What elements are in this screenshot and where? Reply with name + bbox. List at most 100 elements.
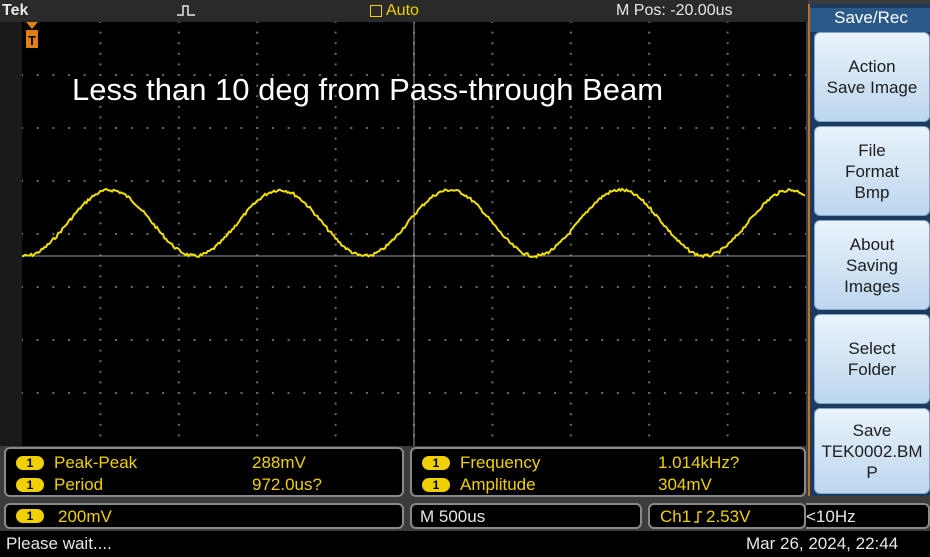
grid-dot (99, 254, 102, 257)
grid-dot (648, 370, 651, 373)
grid-dot (475, 127, 478, 129)
grid-dot (193, 74, 196, 76)
grid-dot (805, 339, 806, 341)
grid-dot (491, 180, 494, 182)
about-saving-images-button[interactable]: About Saving Images (814, 220, 930, 310)
volts-per-div: 200mV (58, 507, 112, 526)
grid-dot (569, 307, 572, 310)
button-line: File (858, 140, 886, 160)
grid-dot (22, 392, 23, 394)
grid-dot (695, 180, 698, 182)
select-folder-button[interactable]: Select Folder (814, 314, 930, 404)
grid-dot (726, 169, 729, 172)
grid-dot (569, 158, 572, 161)
grid-dot (193, 339, 196, 341)
file-format-button[interactable]: File Format Bmp (814, 126, 930, 216)
grid-dot (428, 339, 431, 341)
grid-dot (209, 392, 212, 394)
grid-dot (177, 31, 180, 34)
grid-dot (240, 233, 243, 235)
grid-dot (569, 201, 572, 204)
channel-1-badge: 1 (16, 478, 44, 492)
grid-dot (491, 127, 494, 129)
channel-1-badge: 1 (422, 478, 450, 492)
button-line: Save Image (826, 78, 918, 97)
grid-dot (177, 370, 180, 373)
grid-dot (334, 22, 337, 23)
grid-dot (256, 413, 259, 416)
button-line: Format (845, 161, 899, 181)
grid-dot (569, 381, 572, 384)
grid-dot (569, 339, 572, 341)
grid-dot (99, 116, 102, 119)
timebase-settings[interactable]: M 500us (410, 503, 642, 529)
grid-dot (256, 328, 259, 331)
grid-dot (648, 328, 651, 331)
grid-dot (334, 413, 337, 416)
grid-dot (428, 74, 431, 76)
grid-dot (757, 233, 760, 235)
grid-dot (554, 233, 557, 235)
grid-dot (52, 127, 55, 129)
grid-dot (334, 307, 337, 310)
grid-dot (507, 233, 510, 235)
grid-dot (256, 233, 259, 235)
grid-dot (303, 74, 306, 76)
grid-dot (789, 233, 792, 235)
grid-dot (585, 180, 588, 182)
grid-dot (726, 370, 729, 373)
grid-dot (162, 392, 165, 394)
grid-dot (303, 180, 306, 182)
grid-dot (99, 180, 102, 182)
grid-dot (648, 381, 651, 384)
grid-dot (726, 434, 729, 437)
grid-dot (805, 180, 806, 182)
grid-dot (648, 307, 651, 310)
grid-dot (569, 74, 572, 76)
grid-dot (522, 339, 525, 341)
grid-dot (663, 392, 666, 394)
action-save-image-button[interactable]: Action Save Image (814, 32, 930, 122)
grid-dot (146, 286, 149, 288)
grid-dot (209, 339, 212, 341)
grid-dot (632, 127, 635, 129)
trigger-settings[interactable]: Ch1 2.53V (648, 503, 806, 529)
grid-dot (334, 233, 337, 235)
grid-dot (444, 233, 447, 235)
grid-dot (632, 233, 635, 235)
grid-dot (365, 286, 368, 288)
measurement-panel-right: 1 Frequency 1.014kHz? 1 Amplitude 304mV (410, 447, 806, 497)
grid-dot (648, 434, 651, 437)
grid-dot (569, 392, 572, 394)
grid-dot (569, 63, 572, 66)
grid-dot (554, 180, 557, 182)
grid-dot (99, 328, 102, 331)
grid-dot (177, 105, 180, 108)
grid-dot (491, 413, 494, 416)
save-recall-menu: Save/Rec Action Save Image File Format B… (808, 4, 930, 496)
grid-dot (491, 243, 494, 246)
grid-dot (256, 423, 259, 426)
grid-dot (648, 360, 651, 363)
grid-dot (99, 296, 102, 299)
grid-dot (569, 254, 572, 257)
channel-settings[interactable]: 1 200mV (4, 503, 404, 529)
grid-dot (648, 233, 651, 235)
grid-dot (491, 148, 494, 151)
save-file-button[interactable]: Save TEK0002.BM P (814, 408, 930, 494)
button-line: Folder (847, 360, 897, 379)
grid-dot (52, 339, 55, 341)
grid-dot (648, 137, 651, 140)
grid-dot (177, 434, 180, 437)
grid-dot (569, 434, 572, 437)
grid-dot (334, 201, 337, 204)
grid-dot (99, 360, 102, 363)
waveform-trace (22, 187, 806, 259)
grid-dot (491, 42, 494, 45)
grid-dot (648, 127, 651, 129)
grid-dot (710, 180, 713, 182)
button-line: P (866, 462, 878, 482)
grid-dot (491, 233, 494, 235)
grid-dot (99, 222, 102, 225)
grid-dot (68, 339, 71, 341)
